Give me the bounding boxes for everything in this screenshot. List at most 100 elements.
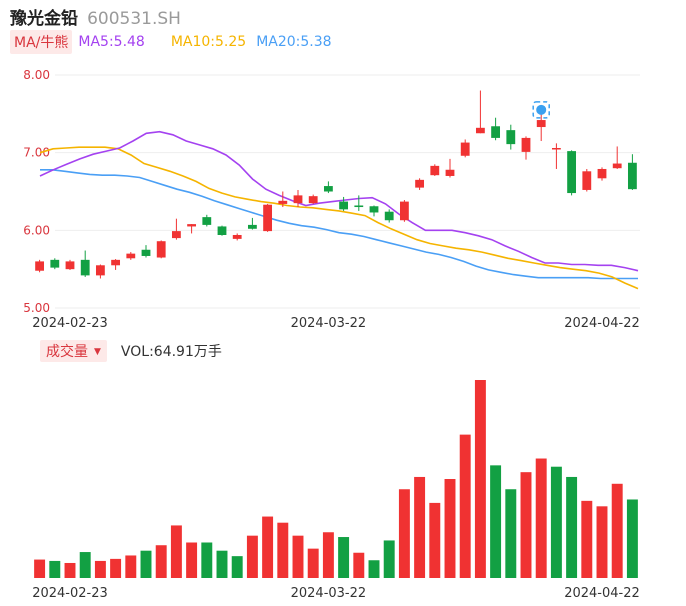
volume-bar (94, 560, 106, 578)
volume-bar (216, 550, 228, 578)
candles (35, 90, 637, 279)
candle-up (111, 259, 121, 266)
candle-up (475, 127, 485, 134)
candle-up (445, 169, 455, 176)
volume-bar (262, 516, 274, 578)
candle-down (217, 226, 227, 235)
volume-bar (64, 562, 76, 578)
volume-bar (596, 506, 608, 578)
candle-up (430, 165, 440, 176)
volume-bar (170, 525, 182, 578)
candle-down (354, 205, 364, 208)
marker-dot (536, 104, 547, 115)
candle-up (415, 179, 425, 188)
volume-bar (155, 545, 167, 578)
candle-down (323, 186, 333, 192)
ma20-value: MA20:5.38 (256, 34, 332, 50)
volume-bar (79, 552, 91, 578)
candle-down (491, 126, 501, 138)
volume-bar (277, 522, 289, 578)
volume-bar (611, 483, 623, 578)
candle-up (35, 261, 45, 271)
volume-bar (322, 532, 334, 578)
stock-code: 600531.SH (87, 9, 181, 29)
candle-up (293, 195, 303, 204)
volume-bar (368, 560, 380, 578)
volume-bar (231, 556, 243, 578)
volume-value: VOL:64.91万手 (120, 344, 222, 360)
ma5-value: MA5:5.48 (78, 34, 145, 50)
volume-bar (490, 465, 502, 578)
ma10-line (39, 146, 639, 290)
volume-bar (140, 550, 152, 578)
volume-date-label: 2024-04-22 (564, 586, 640, 601)
volume-bar (49, 560, 61, 578)
caret-down-icon: ▼ (94, 347, 101, 357)
volume-bar (444, 479, 456, 578)
volume-bar (429, 502, 441, 578)
volume-bar (338, 537, 350, 578)
volume-bar (353, 552, 365, 578)
volume-bar (474, 380, 486, 578)
price-tick-label: 5.00 (23, 301, 50, 315)
volume-date-labels: 2024-02-23 2024-03-22 2024-04-22 (32, 586, 640, 601)
stock-name: 豫光金铅 (10, 9, 78, 29)
candle-up (399, 201, 409, 221)
volume-bar (307, 548, 319, 578)
ma10-value: MA10:5.25 (170, 34, 247, 50)
candle-up (65, 261, 75, 270)
candle-down (141, 249, 151, 256)
volume-toggle-label: 成交量 (46, 344, 88, 360)
candle-down (627, 162, 637, 190)
candle-up (278, 200, 288, 204)
volume-bar (34, 559, 46, 578)
stock-header: 豫光金铅 600531.SH (10, 4, 181, 29)
candle-up (156, 241, 166, 258)
candle-up (521, 137, 531, 152)
volume-bar (550, 466, 562, 578)
volume-bar (581, 500, 593, 578)
volume-bar (110, 558, 122, 578)
candle-up (232, 234, 242, 239)
volume-toggle-button[interactable]: 成交量 ▼ (40, 340, 107, 362)
candle-up (612, 163, 622, 169)
ma-toggle-button[interactable]: MA/牛熊 (10, 30, 73, 54)
candle-up (187, 224, 197, 227)
volume-legend-row: 成交量 ▼ VOL:64.91万手 (40, 340, 222, 362)
candle-up (460, 142, 470, 156)
candle-up (263, 204, 273, 232)
volume-bar (186, 542, 198, 578)
candle-up (308, 196, 318, 204)
volume-bar (201, 542, 213, 578)
volume-bar (383, 540, 395, 578)
candle-down (567, 151, 577, 194)
price-date-labels: 2024-02-23 2024-03-22 2024-04-22 (32, 316, 640, 331)
volume-bar (535, 458, 547, 578)
candle-down (247, 224, 257, 229)
ma5-line (39, 130, 639, 272)
volume-bar (292, 535, 304, 578)
volume-date-label: 2024-03-22 (291, 586, 367, 601)
volume-bar (520, 472, 532, 578)
volume-date-label: 2024-02-23 (32, 586, 108, 601)
price-tick-label: 6.00 (23, 223, 50, 237)
candle-down (50, 259, 60, 268)
price-grid: 8.00 7.00 6.00 5.00 (23, 68, 640, 315)
candle-down (339, 201, 349, 210)
candle-up (551, 148, 561, 150)
ma-legend-row: MA/牛熊 MA5:5.48 MA10:5.25 MA20:5.38 (10, 30, 332, 54)
volume-bar (505, 489, 517, 578)
volume-bar (566, 476, 578, 578)
moving-average-lines (39, 130, 639, 290)
price-date-label: 2024-03-22 (291, 316, 367, 331)
volume-bar (246, 535, 258, 578)
volume-bar (398, 489, 410, 578)
volume-bar (459, 434, 471, 578)
candle-up (126, 253, 136, 259)
price-tick-label: 8.00 (23, 68, 50, 82)
crosshair-marker[interactable] (532, 101, 550, 119)
volume-bars (34, 380, 638, 578)
candle-down (506, 130, 516, 145)
price-tick-label: 7.00 (23, 146, 50, 160)
